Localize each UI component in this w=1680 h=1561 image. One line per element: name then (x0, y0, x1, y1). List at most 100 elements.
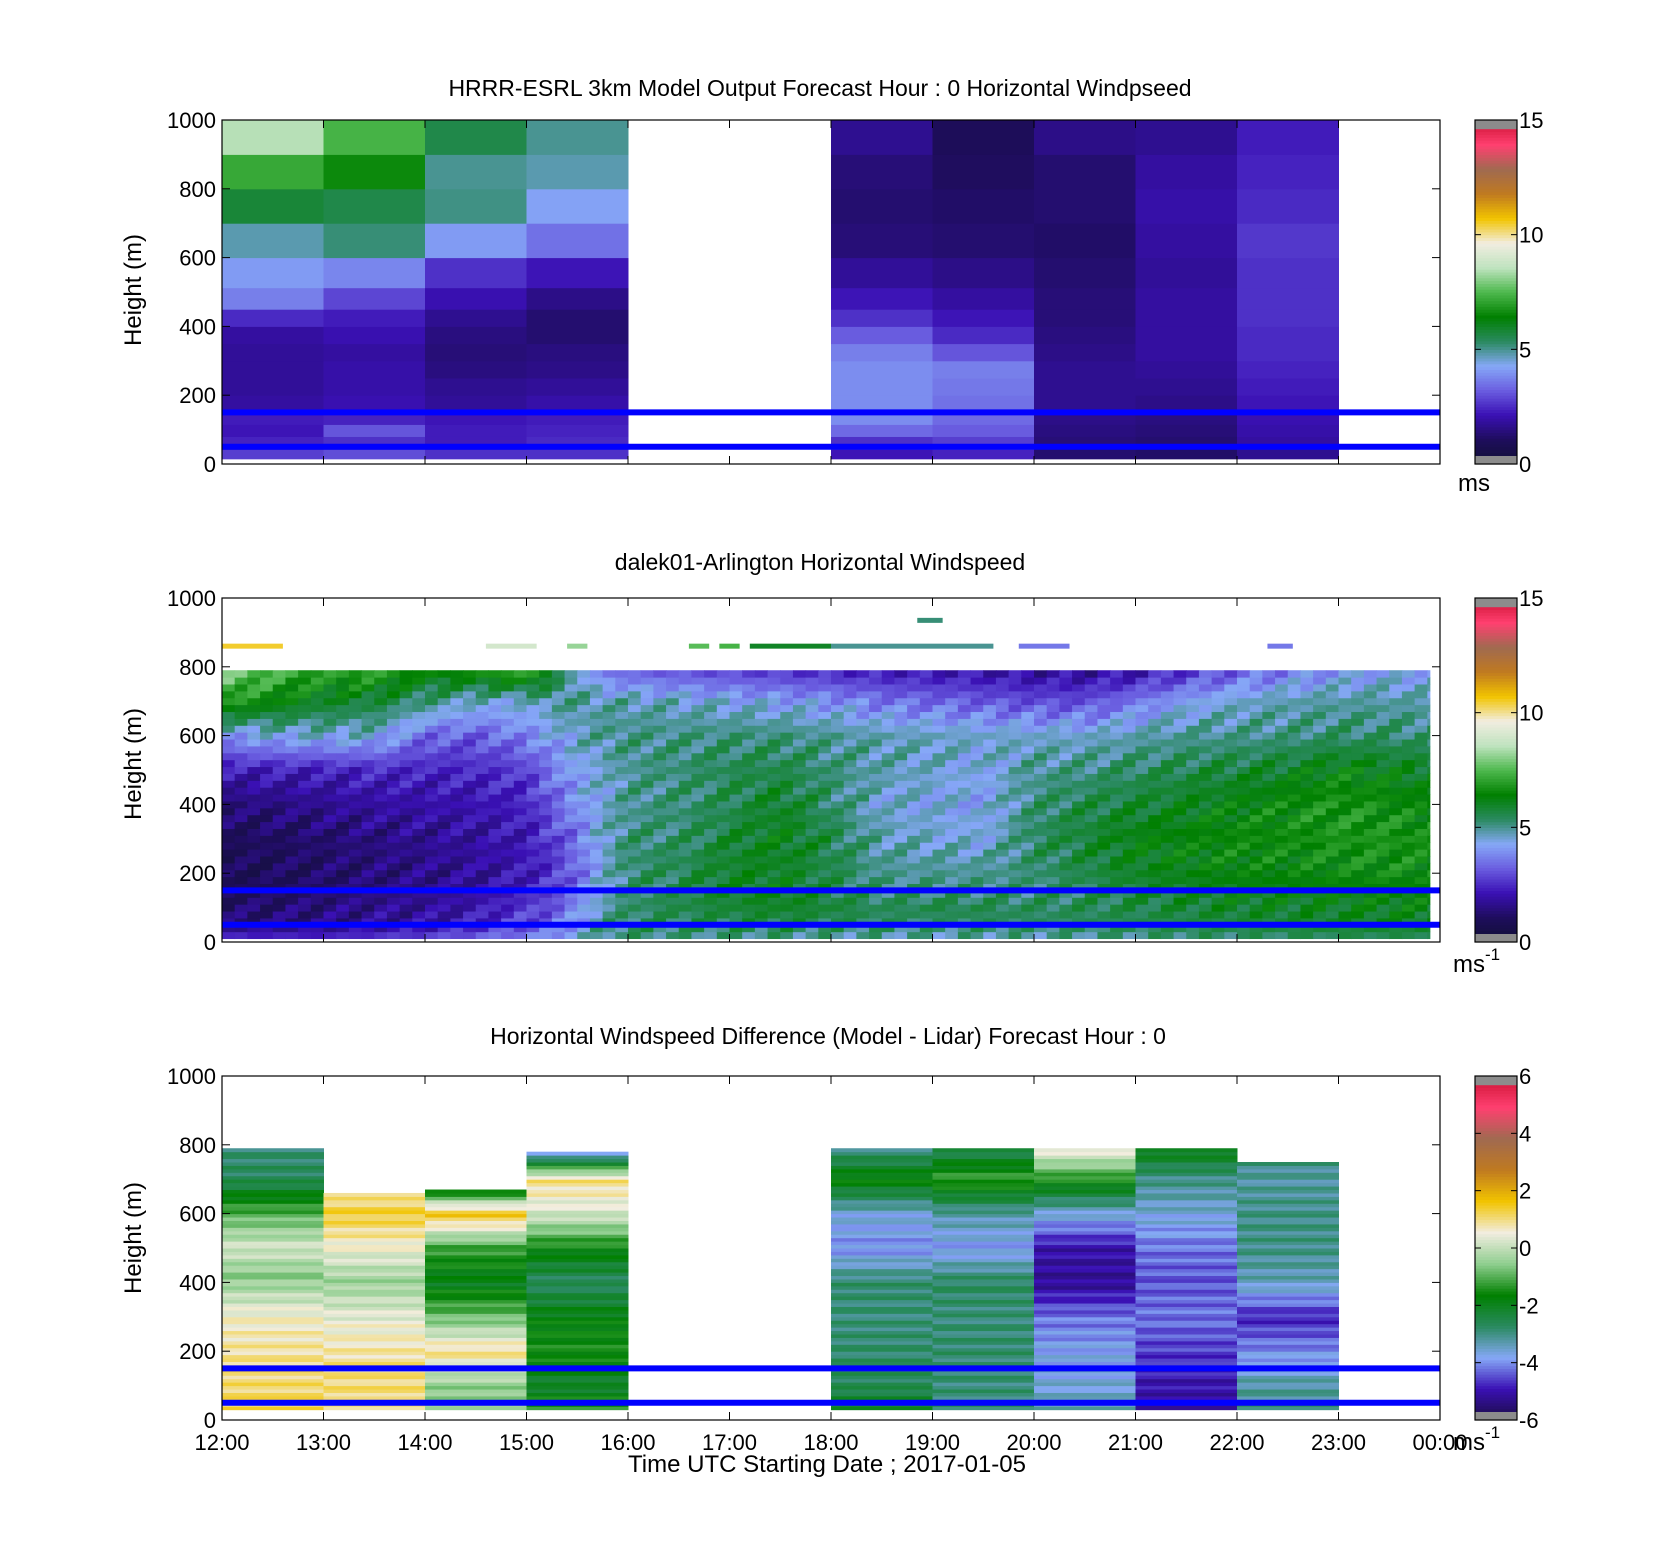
heatmap-cell (386, 684, 401, 692)
heatmap-cell (412, 766, 426, 774)
heatmap-cell (1300, 849, 1314, 857)
heatmap-cell (970, 787, 984, 795)
heatmap-cell (501, 745, 515, 754)
heatmap-cell (399, 725, 413, 733)
heatmap-cell (919, 876, 933, 885)
colorbar-segment (1475, 612, 1517, 616)
colorbar-segment (1475, 314, 1517, 319)
heatmap-cell (1237, 697, 1251, 706)
heatmap-cell (691, 780, 705, 788)
heatmap-cell (754, 794, 769, 802)
heatmap-cell (831, 718, 845, 726)
heatmap-cell (260, 739, 274, 747)
heatmap-cell (1198, 842, 1213, 850)
heatmap-cell (1021, 821, 1035, 829)
heatmap-cell (222, 883, 236, 891)
colorbar-segment (1475, 752, 1517, 757)
heatmap-cell (831, 1182, 933, 1187)
heatmap-cell (1160, 814, 1175, 823)
heatmap-cell (539, 911, 553, 919)
heatmap-cell (653, 869, 667, 878)
heatmap-cell (386, 911, 401, 919)
heatmap-cell (754, 670, 769, 678)
heatmap-cell (222, 1313, 324, 1318)
heatmap-cell (1059, 800, 1073, 809)
heatmap-cell (526, 1213, 629, 1218)
heatmap-cell (1034, 752, 1048, 761)
heatmap-cell (1287, 897, 1301, 905)
colorbar-segment (1475, 421, 1517, 425)
heatmap-cell (323, 677, 337, 685)
heatmap-cell (1237, 890, 1251, 898)
heatmap-cell (729, 897, 743, 905)
heatmap-cell (1173, 835, 1187, 843)
x-tick-label: 21:00 (1108, 1430, 1163, 1455)
heatmap-cell (1072, 759, 1086, 768)
heatmap-cell (907, 787, 921, 795)
heatmap-cell (425, 766, 439, 774)
heatmap-cell (1338, 739, 1352, 747)
heatmap-cell (780, 814, 794, 823)
heatmap-cell (450, 807, 464, 816)
heatmap-cell (577, 883, 591, 891)
heatmap-cell (1363, 814, 1378, 823)
heatmap-cell (995, 787, 1010, 795)
heatmap-cell (907, 897, 921, 905)
heatmap-cell (907, 718, 921, 726)
heatmap-cell (805, 856, 819, 864)
heatmap-cell (628, 842, 642, 850)
heatmap-cell (1237, 1168, 1339, 1173)
heatmap-cell (1249, 897, 1263, 905)
colorbar-segment (1475, 841, 1517, 846)
heatmap-cell (1224, 876, 1238, 885)
colorbar-segment (1475, 715, 1517, 719)
heatmap-cell (247, 904, 261, 912)
heatmap-cell (1034, 787, 1048, 795)
heatmap-cell (602, 752, 616, 761)
heatmap-cell (222, 807, 236, 816)
heatmap-cell (1237, 904, 1251, 912)
heatmap-cell (501, 752, 515, 761)
heatmap-cell (577, 739, 591, 747)
heatmap-cell (374, 739, 388, 747)
heatmap-cell (1262, 780, 1276, 788)
heatmap-cell (780, 904, 794, 912)
heatmap-cell (932, 223, 1035, 259)
heatmap-cell (640, 869, 654, 878)
heatmap-cell (1186, 800, 1200, 809)
heatmap-cell (894, 725, 908, 733)
heatmap-cell (526, 1323, 629, 1328)
heatmap-cell (831, 835, 845, 843)
heatmap-cell (716, 766, 730, 774)
heatmap-cell (1224, 924, 1238, 933)
heatmap-cell (1135, 1320, 1238, 1325)
heatmap-cell (932, 1296, 1035, 1301)
heatmap-cell (932, 897, 946, 905)
heatmap-cell (970, 828, 984, 836)
heatmap-cell (932, 739, 946, 747)
heatmap-cell (1389, 684, 1403, 692)
heatmap-cell (907, 931, 921, 940)
heatmap-cell (1389, 697, 1403, 706)
heatmap-cell (589, 697, 604, 706)
heatmap-cell (222, 1358, 324, 1363)
heatmap-cell (1224, 842, 1238, 850)
heatmap-cell (995, 842, 1010, 850)
heatmap-cell (945, 862, 959, 871)
heatmap-cell (932, 917, 946, 926)
heatmap-cell (526, 794, 540, 802)
heatmap-cell (450, 828, 464, 836)
heatmap-cell (932, 1306, 1035, 1311)
heatmap-cell (1389, 766, 1403, 774)
heatmap-cell (932, 1162, 1035, 1166)
heatmap-cell (831, 842, 845, 850)
heatmap-cell (1224, 821, 1238, 829)
heatmap-cell (640, 677, 654, 685)
heatmap-cell (831, 1165, 933, 1170)
heatmap-cell (1275, 690, 1289, 699)
colorbar-segment (1475, 646, 1517, 651)
heatmap-cell (1021, 917, 1035, 926)
heatmap-cell (1287, 759, 1301, 768)
heatmap-cell (589, 931, 604, 940)
heatmap-cell (628, 800, 642, 809)
